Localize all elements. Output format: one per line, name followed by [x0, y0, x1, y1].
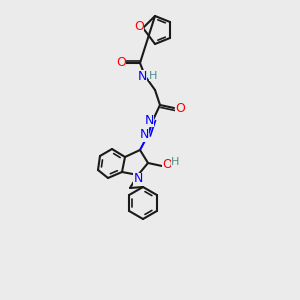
- Text: H: H: [149, 71, 157, 81]
- Text: O: O: [162, 158, 172, 170]
- Text: N: N: [139, 128, 149, 142]
- Text: O: O: [175, 101, 185, 115]
- Text: N: N: [133, 172, 143, 185]
- Text: O: O: [116, 56, 126, 70]
- Text: N: N: [144, 113, 154, 127]
- Text: N: N: [137, 70, 147, 83]
- Text: O: O: [134, 20, 144, 34]
- Text: H: H: [171, 157, 179, 167]
